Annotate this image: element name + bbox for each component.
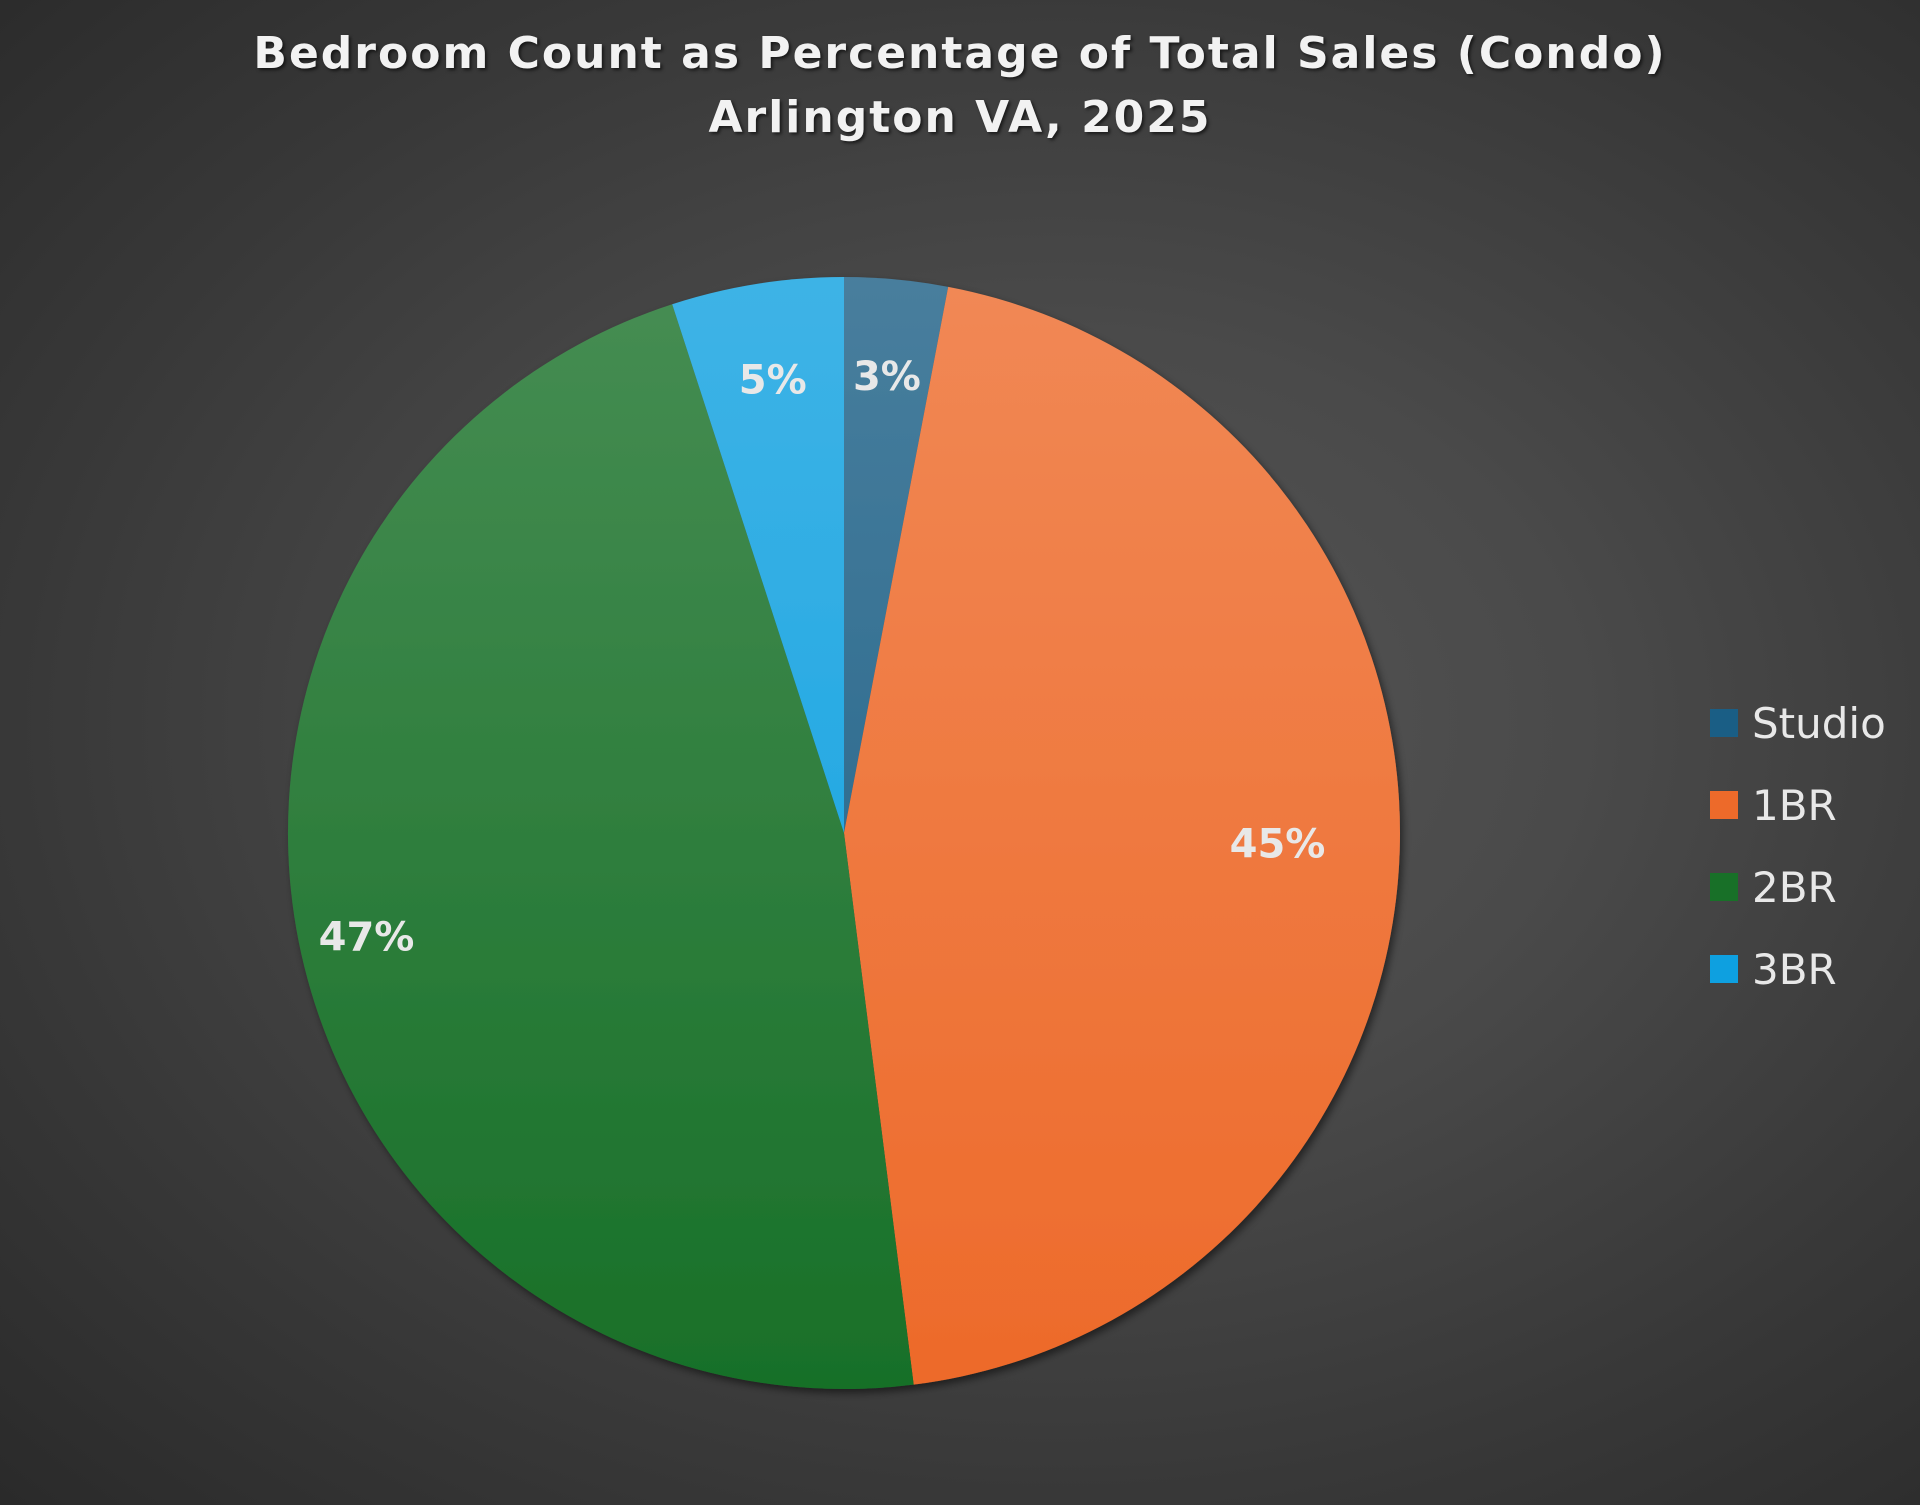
slice-label-3br: 5%	[739, 358, 807, 404]
slice-label-2br: 47%	[319, 915, 415, 961]
pie-slice-studio[interactable]	[844, 277, 949, 833]
chart-title: Bedroom Count as Percentage of Total Sal…	[253, 28, 1667, 79]
pie-slice-3br[interactable]	[672, 277, 844, 833]
legend-swatch-2br	[1710, 873, 1738, 901]
legend-label-studio: Studio	[1752, 698, 1886, 748]
legend-label-3br: 3BR	[1752, 944, 1837, 994]
legend-item-studio[interactable]: Studio	[1710, 682, 1886, 764]
legend-item-2br[interactable]: 2BR	[1710, 846, 1886, 928]
legend-label-1br: 1BR	[1752, 780, 1837, 830]
chart-subtitle: Arlington VA, 2025	[708, 92, 1212, 143]
pie-slice-1br[interactable]	[844, 286, 1401, 1385]
legend: Studio 1BR 2BR 3BR	[1710, 682, 1886, 1010]
legend-item-1br[interactable]: 1BR	[1710, 764, 1886, 846]
slice-label-studio: 3%	[853, 354, 921, 400]
legend-swatch-studio	[1710, 709, 1738, 737]
legend-label-2br: 2BR	[1752, 862, 1837, 912]
pie-slice-2br[interactable]	[287, 304, 914, 1390]
legend-item-3br[interactable]: 3BR	[1710, 928, 1886, 1010]
legend-swatch-1br	[1710, 791, 1738, 819]
slice-label-1br: 45%	[1230, 822, 1326, 868]
legend-swatch-3br	[1710, 955, 1738, 983]
